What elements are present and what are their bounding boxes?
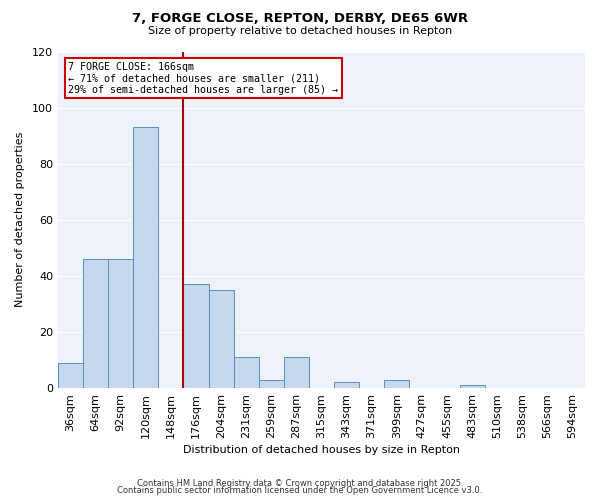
Bar — [284, 357, 309, 388]
Bar — [259, 380, 284, 388]
Bar — [83, 259, 108, 388]
Text: Contains public sector information licensed under the Open Government Licence v3: Contains public sector information licen… — [118, 486, 482, 495]
Text: Contains HM Land Registry data © Crown copyright and database right 2025.: Contains HM Land Registry data © Crown c… — [137, 478, 463, 488]
Bar — [334, 382, 359, 388]
Bar — [133, 127, 158, 388]
Bar — [209, 290, 233, 388]
Bar — [58, 363, 83, 388]
Bar — [384, 380, 409, 388]
Bar — [233, 357, 259, 388]
Bar — [460, 386, 485, 388]
Text: Size of property relative to detached houses in Repton: Size of property relative to detached ho… — [148, 26, 452, 36]
Y-axis label: Number of detached properties: Number of detached properties — [15, 132, 25, 308]
X-axis label: Distribution of detached houses by size in Repton: Distribution of detached houses by size … — [183, 445, 460, 455]
Bar — [184, 284, 209, 388]
Text: 7, FORGE CLOSE, REPTON, DERBY, DE65 6WR: 7, FORGE CLOSE, REPTON, DERBY, DE65 6WR — [132, 12, 468, 26]
Bar — [108, 259, 133, 388]
Text: 7 FORGE CLOSE: 166sqm
← 71% of detached houses are smaller (211)
29% of semi-det: 7 FORGE CLOSE: 166sqm ← 71% of detached … — [68, 62, 338, 95]
